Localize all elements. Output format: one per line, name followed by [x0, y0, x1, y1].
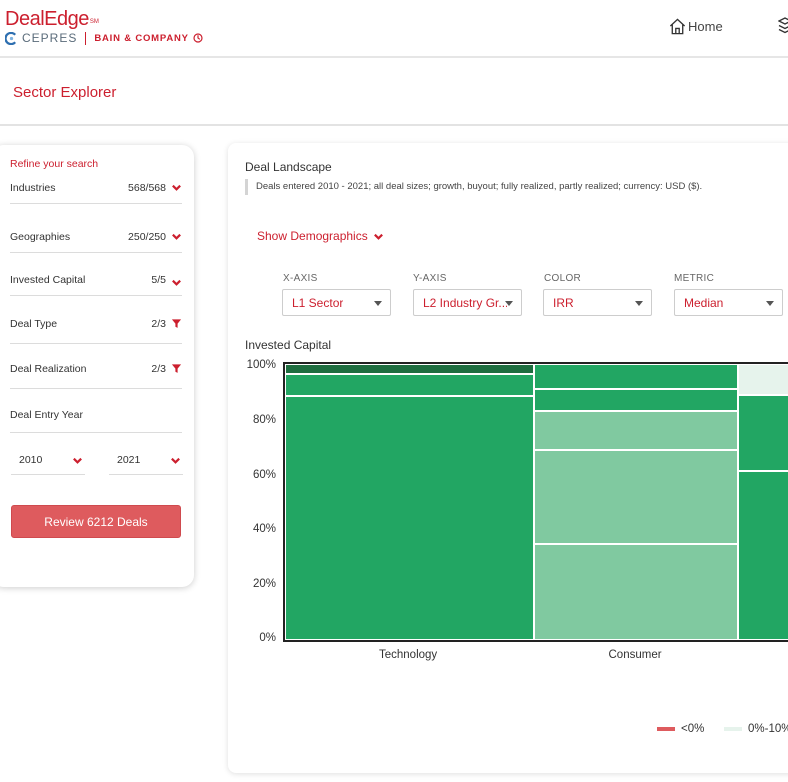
year-to-value: 2021 — [117, 454, 141, 466]
filter-count: 2/3 — [151, 363, 166, 375]
mosaic-chart — [283, 362, 788, 642]
color-label: COLOR — [544, 273, 582, 284]
filter-deal-entry-year: Deal Entry Year — [10, 405, 182, 433]
brand-trademark: SM — [89, 19, 99, 25]
mosaic-cell[interactable] — [738, 364, 788, 395]
filter-label: Geographies — [10, 231, 71, 243]
mosaic-cell[interactable] — [285, 364, 534, 374]
chart-y-label: Invested Capital — [245, 338, 332, 352]
color-value: IRR — [553, 296, 574, 310]
y-axis-value: L2 Industry Gr... — [423, 296, 507, 310]
mosaic-cell[interactable] — [534, 364, 738, 389]
caret-down-icon — [374, 301, 382, 306]
filter-count: 5/5 — [151, 274, 166, 286]
mosaic-cell[interactable] — [534, 411, 738, 450]
y-tick-label: 60% — [252, 469, 276, 481]
x-tick-label: Technology — [379, 649, 438, 661]
legend-swatch — [657, 727, 675, 731]
mosaic-cell[interactable] — [738, 395, 788, 471]
filter-label: Invested Capital — [10, 274, 86, 286]
filter-industries[interactable]: Industries 568/568 — [10, 178, 182, 204]
home-icon — [669, 18, 686, 35]
caret-down-icon — [505, 301, 513, 306]
top-header: DealEdgeSM CEPRES BAIN & COMPANY Home — [0, 0, 788, 58]
y-tick-label: 100% — [246, 359, 276, 371]
brand-name: DealEdge — [5, 8, 89, 30]
legend-item-0-10: 0%-10% — [724, 723, 788, 735]
chevron-down-icon — [171, 457, 180, 464]
nav-home-link[interactable]: Home — [668, 17, 723, 36]
deal-landscape-title: Deal Landscape — [245, 160, 332, 174]
legend-swatch — [724, 727, 742, 731]
filter-count: 568/568 — [128, 182, 166, 194]
filter-count: 250/250 — [128, 231, 166, 243]
filter-label: Deal Entry Year — [10, 409, 83, 421]
filter-invested-capital[interactable]: Invested Capital 5/5 — [10, 270, 182, 296]
page-title-bar: Sector Explorer — [0, 60, 788, 126]
caret-down-icon — [635, 301, 643, 306]
mosaic-cell[interactable] — [534, 389, 738, 411]
metric-label: METRIC — [674, 273, 715, 284]
year-to-select[interactable]: 2021 — [109, 448, 183, 475]
layers-icon[interactable] — [778, 17, 788, 35]
y-tick-label: 20% — [252, 578, 276, 590]
refine-search-heading: Refine your search — [10, 158, 99, 170]
mosaic-cell[interactable] — [534, 544, 738, 640]
page-title: Sector Explorer — [13, 84, 117, 101]
x-tick-label: Consumer — [608, 649, 662, 661]
y-tick-label: 40% — [252, 523, 276, 535]
filter-geographies[interactable]: Geographies 250/250 — [10, 227, 182, 253]
color-select[interactable]: IRR — [543, 289, 652, 316]
y-axis-label: Y-AXIS — [413, 273, 447, 284]
filter-count: 2/3 — [151, 318, 166, 330]
chevron-down-icon — [373, 233, 383, 240]
filter-icon[interactable] — [171, 363, 182, 374]
legend-label: 0%-10% — [748, 723, 788, 735]
mosaic-cell[interactable] — [738, 471, 788, 640]
chevron-down-icon — [73, 457, 82, 464]
filter-label: Deal Type — [10, 318, 58, 330]
chevron-down-icon[interactable] — [171, 231, 182, 242]
filter-deal-realization[interactable]: Deal Realization 2/3 — [10, 359, 182, 389]
show-demographics-label: Show Demographics — [257, 229, 368, 243]
bain-clock-icon — [193, 33, 203, 43]
x-axis-value: L1 Sector — [292, 296, 344, 310]
deal-landscape-note: Deals entered 2010 - 2021; all deal size… — [245, 179, 702, 195]
mosaic-cell[interactable] — [285, 374, 534, 396]
filter-icon[interactable] — [171, 318, 182, 329]
caret-down-icon — [766, 301, 774, 306]
x-axis-label: X-AXIS — [283, 273, 318, 284]
brand-divider — [85, 31, 87, 45]
chevron-down-icon[interactable] — [171, 182, 182, 193]
review-deals-button[interactable]: Review 6212 Deals — [11, 505, 181, 538]
legend-item-negative: <0% — [657, 723, 704, 735]
bain-wordmark: BAIN & COMPANY — [94, 32, 189, 44]
nav-home-label: Home — [688, 19, 723, 34]
year-from-select[interactable]: 2010 — [11, 448, 85, 475]
mosaic-cell[interactable] — [285, 396, 534, 640]
y-tick-label: 0% — [259, 632, 276, 644]
chevron-down-icon[interactable] — [171, 277, 182, 288]
partner-logos: CEPRES BAIN & COMPANY — [5, 31, 203, 45]
cepres-wordmark: CEPRES — [22, 31, 78, 45]
filter-deal-type[interactable]: Deal Type 2/3 — [10, 314, 182, 344]
filter-label: Industries — [10, 182, 56, 194]
mosaic-cell[interactable] — [534, 450, 738, 544]
metric-value: Median — [684, 296, 724, 310]
y-axis-select[interactable]: L2 Industry Gr... — [413, 289, 522, 316]
show-demographics-toggle[interactable]: Show Demographics — [257, 229, 384, 243]
metric-select[interactable]: Median — [674, 289, 783, 316]
dealedge-logo[interactable]: DealEdgeSM — [5, 8, 99, 31]
y-tick-label: 80% — [252, 414, 276, 426]
x-axis-select[interactable]: L1 Sector — [282, 289, 391, 316]
filter-panel: Refine your search Industries 568/568 Ge… — [0, 145, 194, 587]
filter-label: Deal Realization — [10, 363, 87, 375]
cepres-logo-icon — [5, 31, 17, 45]
legend-label: <0% — [681, 723, 705, 735]
year-from-value: 2010 — [19, 454, 43, 466]
